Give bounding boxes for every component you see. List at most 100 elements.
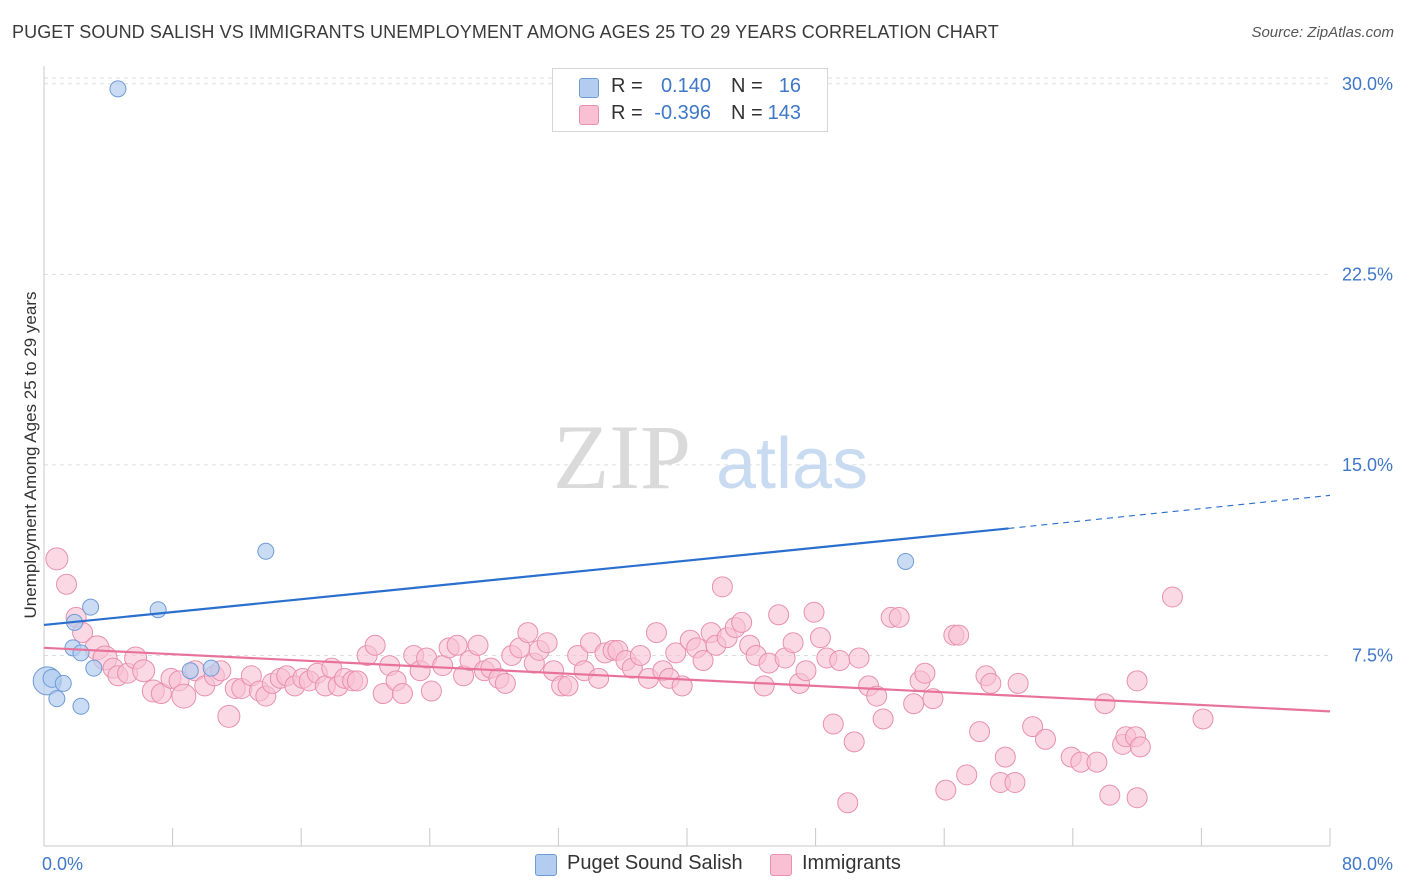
data-point-immigrants: [837, 792, 859, 814]
data-point-immigrants: [980, 672, 1002, 694]
data-point-immigrants: [629, 644, 651, 666]
y-tick-label: 30.0%: [1342, 74, 1393, 94]
legend-r-value: -0.396: [654, 102, 711, 124]
watermark-atlas: atlas: [716, 424, 868, 504]
data-point-immigrants: [588, 667, 610, 689]
data-point-immigrants: [822, 713, 844, 735]
bottom-legend-label: Immigrants: [802, 852, 901, 874]
trendline-salish-extension: [1008, 494, 1331, 530]
data-point-salish: [202, 659, 220, 677]
bottom-legend-swatch-immigrants: [770, 854, 792, 876]
data-point-immigrants: [1129, 736, 1151, 758]
data-point-salish: [149, 601, 167, 619]
data-point-immigrants: [1126, 787, 1148, 809]
data-point-immigrants: [346, 670, 368, 692]
y-tick-label: 7.5%: [1352, 645, 1393, 665]
data-point-immigrants: [803, 601, 825, 623]
data-point-salish: [72, 697, 90, 715]
data-point-immigrants: [848, 647, 870, 669]
legend-n-label: N =: [731, 75, 763, 97]
watermark: ZIP atlas: [553, 406, 868, 508]
data-point-immigrants: [557, 675, 579, 697]
gridlines: [44, 77, 1330, 656]
data-point-immigrants: [1034, 728, 1056, 750]
data-point-immigrants: [517, 622, 539, 644]
data-point-immigrants: [935, 779, 957, 801]
data-point-immigrants: [1007, 672, 1029, 694]
data-point-immigrants: [768, 604, 790, 626]
data-point-salish: [72, 644, 90, 662]
data-point-immigrants: [866, 685, 888, 707]
data-point-immigrants: [45, 547, 69, 571]
trendlines: [43, 494, 1331, 713]
data-point-immigrants: [150, 683, 172, 705]
legend-swatch-salish: [579, 78, 599, 98]
tick-labels: 7.5% 15.0% 22.5% 30.0% 0.0% 80.0%: [42, 74, 1393, 874]
legend-n-value: 143: [767, 102, 801, 124]
data-point-immigrants: [56, 573, 78, 595]
data-point-immigrants: [1004, 771, 1026, 793]
data-point-immigrants: [1126, 670, 1148, 692]
data-point-immigrants: [795, 660, 817, 682]
data-point-immigrants: [903, 693, 925, 715]
data-point-salish: [54, 674, 72, 692]
data-point-immigrants: [692, 650, 714, 672]
legend-row-immigrants: R = -0.396 N = 143: [553, 101, 827, 127]
data-point-immigrants: [171, 683, 197, 709]
chart-source: Source: ZipAtlas.com: [1251, 24, 1394, 41]
data-point-salish: [257, 542, 275, 560]
data-point-immigrants: [1022, 716, 1044, 738]
data-point-immigrants: [132, 659, 156, 683]
data-point-immigrants: [432, 655, 454, 677]
data-point-immigrants: [467, 634, 489, 656]
trendline-immigrants: [43, 646, 1331, 713]
data-point-immigrants: [494, 672, 516, 694]
data-point-immigrants: [391, 683, 413, 705]
legend-n-value: 16: [778, 75, 801, 97]
data-point-salish: [181, 662, 199, 680]
data-point-immigrants: [843, 731, 865, 753]
data-point-immigrants: [711, 576, 733, 598]
data-point-salish: [85, 659, 103, 677]
data-point-salish: [82, 598, 100, 616]
trendline-salish: [43, 527, 1009, 627]
data-point-salish: [48, 690, 66, 708]
data-point-salish: [109, 80, 127, 98]
data-point-immigrants: [580, 632, 602, 654]
data-point-immigrants: [948, 624, 970, 646]
legend-r-value: 0.140: [660, 75, 711, 97]
immigrants-points: [45, 547, 1214, 814]
data-point-immigrants: [1086, 751, 1108, 773]
data-point-immigrants: [753, 675, 775, 697]
data-point-immigrants: [446, 634, 468, 656]
data-point-immigrants: [1094, 693, 1116, 715]
bottom-legend-label: Puget Sound Salish: [567, 852, 743, 874]
legend-swatch-immigrants: [579, 105, 599, 125]
data-point-immigrants: [1099, 784, 1121, 806]
data-point-immigrants: [994, 746, 1016, 768]
data-point-immigrants: [872, 708, 894, 730]
data-point-immigrants: [364, 634, 386, 656]
legend-row-salish: R = 0.140 N = 16: [553, 74, 827, 100]
data-point-immigrants: [829, 650, 851, 672]
data-point-immigrants: [645, 622, 667, 644]
chart-title: PUGET SOUND SALISH VS IMMIGRANTS UNEMPLO…: [12, 22, 999, 42]
legend-r-label: R =: [611, 75, 643, 97]
legend-n-label: N =: [731, 102, 763, 124]
data-point-immigrants: [536, 632, 558, 654]
y-tick-label: 22.5%: [1342, 264, 1393, 284]
x-tick-label: 0.0%: [42, 854, 83, 874]
data-point-immigrants: [671, 675, 693, 697]
data-point-immigrants: [665, 642, 687, 664]
data-point-immigrants: [1161, 586, 1183, 608]
x-tick-label: 80.0%: [1342, 854, 1393, 874]
data-point-immigrants: [420, 680, 442, 702]
data-point-salish: [897, 552, 915, 570]
data-point-immigrants: [1192, 708, 1214, 730]
watermark-zip: ZIP: [553, 406, 691, 508]
legend-r-label: R =: [611, 102, 643, 124]
data-point-immigrants: [969, 721, 991, 743]
axes: [43, 66, 1331, 847]
data-point-immigrants: [782, 632, 804, 654]
